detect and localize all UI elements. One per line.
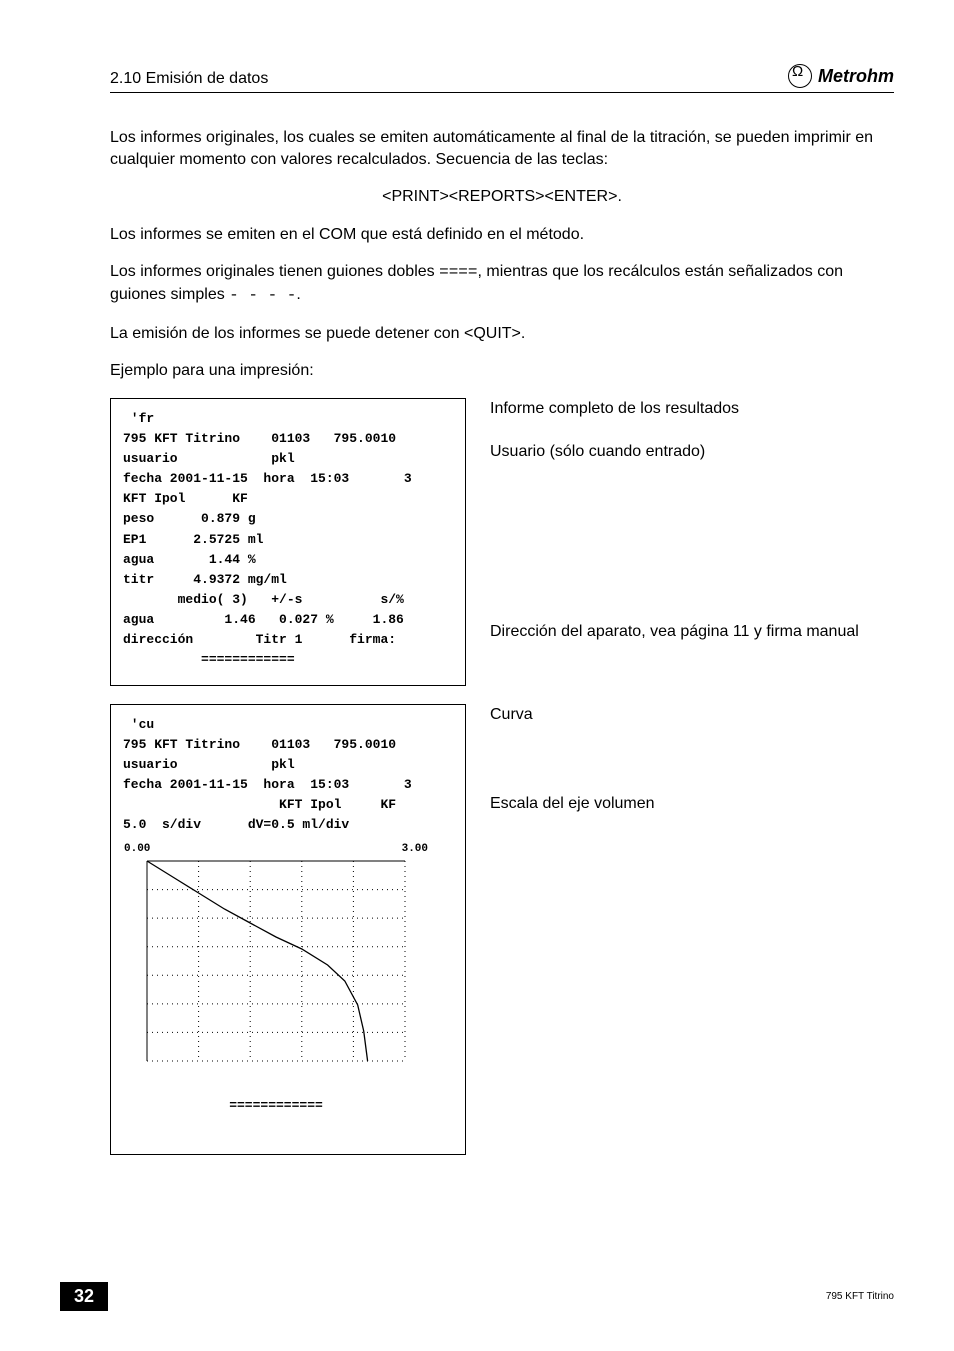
- report-cu-annotations: Curva Escala del eje volumen: [466, 704, 894, 815]
- double-dashes: ====: [439, 263, 477, 281]
- report-fr-row: 'fr 795 KFT Titrino 01103 795.0010 usuar…: [110, 398, 894, 686]
- paragraph-2: Los informes se emiten en el COM que est…: [110, 224, 894, 246]
- paragraph-3: Los informes originales tienen guiones d…: [110, 261, 894, 306]
- page-footer: 32 795 KFT Titrino: [0, 1282, 954, 1311]
- page-number: 32: [60, 1282, 108, 1311]
- line: dirección Titr 1 firma:: [123, 632, 396, 647]
- spacer: [490, 463, 894, 621]
- curve-chart: 0.00 3.00 ============: [123, 839, 429, 1119]
- doc-title: 795 KFT Titrino: [826, 1291, 894, 1302]
- line: 795 KFT Titrino 01103 795.0010: [123, 737, 396, 752]
- line: fecha 2001-11-15 hora 15:03 3: [123, 471, 412, 486]
- line: 795 KFT Titrino 01103 795.0010: [123, 431, 396, 446]
- report-fr-annotations: Informe completo de los resultados Usuar…: [466, 398, 894, 643]
- paragraph-4: La emisión de los informes se puede dete…: [110, 323, 894, 345]
- text: Los informes originales, los cuales se e…: [110, 129, 873, 168]
- body-text: Los informes originales, los cuales se e…: [110, 127, 894, 382]
- page-header: 2.10 Emisión de datos Metrohm: [110, 64, 894, 93]
- report-fr-box: 'fr 795 KFT Titrino 01103 795.0010 usuar…: [110, 398, 466, 686]
- line: 'fr: [123, 411, 154, 426]
- line: usuario pkl: [123, 757, 295, 772]
- report-cu-box: 'cu 795 KFT Titrino 01103 795.0010 usuar…: [110, 704, 466, 1155]
- line: fecha 2001-11-15 hora 15:03 3: [123, 777, 412, 792]
- line: EP1 2.5725 ml: [123, 532, 263, 547]
- page: 2.10 Emisión de datos Metrohm Los inform…: [0, 0, 954, 1351]
- line: ============: [123, 652, 295, 667]
- anno-cu-curva: Curva: [490, 704, 894, 726]
- anno-fr-direccion: Dirección del aparato, vea página 11 y f…: [490, 621, 894, 643]
- brand-text: Metrohm: [818, 66, 894, 87]
- svg-text:0.00: 0.00: [124, 843, 150, 855]
- line: medio( 3) +/-s s/%: [123, 592, 404, 607]
- line: peso 0.879 g: [123, 511, 256, 526]
- line: 'cu: [123, 717, 154, 732]
- brand-icon: [788, 64, 812, 88]
- line: 5.0 s/div dV=0.5 ml/div: [123, 817, 349, 832]
- anno-fr-usuario: Usuario (sólo cuando entrado): [490, 441, 894, 463]
- paragraph-5: Ejemplo para una impresión:: [110, 360, 894, 382]
- brand-logo: Metrohm: [788, 64, 894, 88]
- anno-fr-informe: Informe completo de los resultados: [490, 398, 894, 420]
- paragraph-1: Los informes originales, los cuales se e…: [110, 127, 894, 170]
- line: agua 1.46 0.027 % 1.86: [123, 612, 404, 627]
- spacer: [490, 725, 894, 793]
- svg-text:============: ============: [229, 1098, 323, 1113]
- line: agua 1.44 %: [123, 552, 256, 567]
- text: Los informes originales tienen guiones d…: [110, 263, 439, 280]
- single-dashes: - - - -: [229, 286, 296, 304]
- line: titr 4.9372 mg/ml: [123, 572, 287, 587]
- text: .: [296, 286, 300, 303]
- spacer: [490, 419, 894, 441]
- report-cu-row: 'cu 795 KFT Titrino 01103 795.0010 usuar…: [110, 704, 894, 1155]
- line: usuario pkl: [123, 451, 295, 466]
- line: KFT Ipol KF: [123, 797, 396, 812]
- anno-cu-escala: Escala del eje volumen: [490, 793, 894, 815]
- section-title: 2.10 Emisión de datos: [110, 70, 268, 88]
- key-sequence: <PRINT><REPORTS><ENTER>.: [110, 186, 894, 208]
- svg-text:3.00: 3.00: [402, 843, 428, 855]
- line: KFT Ipol KF: [123, 491, 248, 506]
